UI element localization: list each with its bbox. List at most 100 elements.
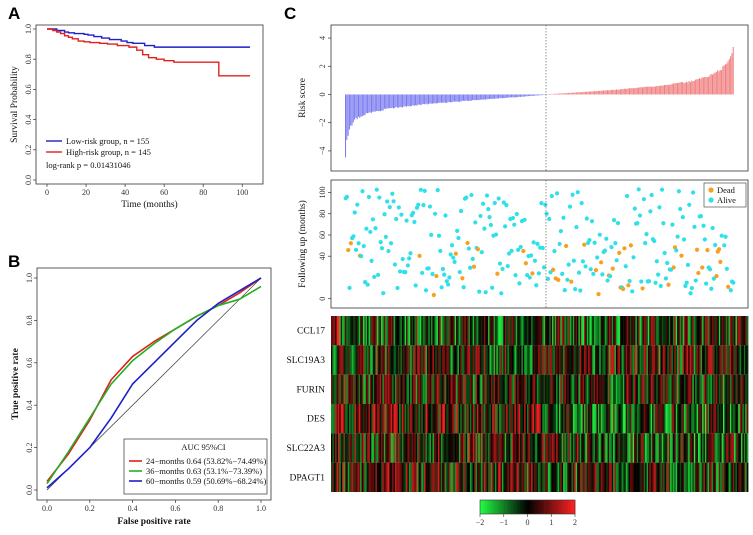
alive-point — [588, 267, 593, 272]
heatmap-cell — [671, 345, 674, 375]
alive-point — [665, 260, 670, 266]
risk-bar — [693, 80, 695, 95]
risk-bar — [418, 94, 420, 105]
risk-bar — [433, 94, 435, 104]
heatmap-cell — [609, 374, 611, 404]
heatmap-cell — [682, 404, 685, 434]
heatmap-cell — [361, 374, 364, 404]
heatmap-cell — [482, 433, 485, 463]
heatmap-cell — [684, 345, 686, 375]
risk-bar — [600, 90, 602, 95]
heatmap-cell — [732, 462, 735, 492]
heatmap-cell — [739, 433, 742, 463]
heatmap-cell — [685, 462, 688, 492]
risk-bar — [498, 94, 500, 99]
dead-point — [417, 253, 422, 258]
heatmap-cell — [558, 433, 561, 463]
heatmap-cell — [695, 404, 697, 434]
heatmap-cell — [549, 316, 552, 346]
heatmap-cell — [675, 316, 678, 346]
risk-bar — [439, 94, 441, 103]
heatmap-cell — [684, 404, 686, 434]
x-tick-label: 0.4 — [128, 504, 138, 513]
heatmap-cell — [543, 404, 546, 434]
heatmap-cell — [485, 316, 488, 346]
heatmap-cell — [554, 462, 557, 492]
heatmap-cell — [535, 345, 538, 375]
heatmap-cell — [615, 345, 618, 375]
heatmap-cell — [467, 345, 470, 375]
heatmap-cell — [645, 433, 647, 463]
heatmap-cell — [357, 404, 360, 434]
heatmap-cell — [731, 433, 734, 463]
heatmap-cell — [538, 462, 540, 492]
heatmap-cell — [467, 316, 470, 346]
heatmap-cell — [464, 433, 467, 463]
x-tick-label: 0.2 — [85, 504, 95, 513]
heatmap-cell — [611, 345, 614, 375]
heatmap-cell — [413, 374, 415, 404]
alive-point — [385, 199, 390, 204]
heatmap-cell — [486, 462, 489, 492]
risk-bar — [691, 80, 693, 95]
heatmap-cell — [514, 374, 517, 404]
heatmap-cell — [353, 345, 356, 375]
risk-bar — [369, 94, 371, 113]
risk-bar — [673, 83, 675, 95]
alive-point — [379, 246, 385, 251]
heatmap-cell — [414, 462, 417, 492]
heatmap-cell — [415, 374, 418, 404]
heatmap-cell — [727, 462, 729, 492]
alive-point — [356, 241, 361, 246]
heatmap-cell — [572, 374, 575, 404]
risk-bar — [574, 92, 576, 95]
risk-bar — [714, 72, 716, 95]
heatmap-cell — [447, 462, 450, 492]
heatmap-cell — [486, 374, 489, 404]
heatmap-cell — [364, 462, 367, 492]
heatmap-cell — [446, 462, 449, 492]
colorbar-swatch — [518, 500, 521, 514]
heatmap-cell — [688, 345, 691, 375]
heatmap-cell — [577, 345, 579, 375]
heatmap-cell — [624, 345, 627, 375]
heatmap-cell — [433, 404, 436, 434]
risk-bar — [415, 94, 417, 106]
heatmap-cell — [613, 374, 615, 404]
heatmap-cell — [578, 374, 581, 404]
heatmap-cell — [729, 345, 732, 375]
heatmap-cell — [369, 374, 372, 404]
heatmap-cell — [585, 433, 588, 463]
alive-point — [531, 240, 536, 245]
heatmap-cell — [679, 316, 682, 346]
alive-point — [359, 254, 364, 259]
heatmap-cell — [410, 404, 413, 434]
heatmap-cell — [443, 345, 446, 375]
heatmap-cell — [664, 433, 667, 463]
heatmap-cell — [435, 345, 438, 375]
dead-point — [530, 271, 535, 276]
colorbar-tick-label: −2 — [476, 518, 485, 527]
heatmap-cell — [593, 374, 596, 404]
heatmap-cell — [647, 404, 650, 434]
heatmap-cell — [693, 404, 696, 434]
heatmap-cell — [440, 433, 443, 463]
heatmap-cell — [461, 374, 464, 404]
alive-point — [383, 234, 388, 239]
heatmap-cell — [453, 374, 456, 404]
heatmap-cell — [678, 404, 681, 434]
dead-point — [640, 286, 645, 291]
heatmap-cell — [513, 433, 515, 463]
heatmap-cell — [734, 433, 736, 463]
heatmap-cell — [689, 433, 692, 463]
heatmap-cell — [421, 316, 424, 346]
heatmap-cell — [561, 404, 564, 434]
risk-bar — [717, 70, 719, 95]
heatmap-cell — [618, 316, 621, 346]
heatmap-cell — [547, 316, 550, 346]
risk-bar — [658, 85, 660, 95]
heatmap-cell — [602, 462, 604, 492]
alive-point — [558, 229, 563, 234]
heatmap-cell — [382, 316, 385, 346]
heatmap-cell — [424, 462, 426, 492]
